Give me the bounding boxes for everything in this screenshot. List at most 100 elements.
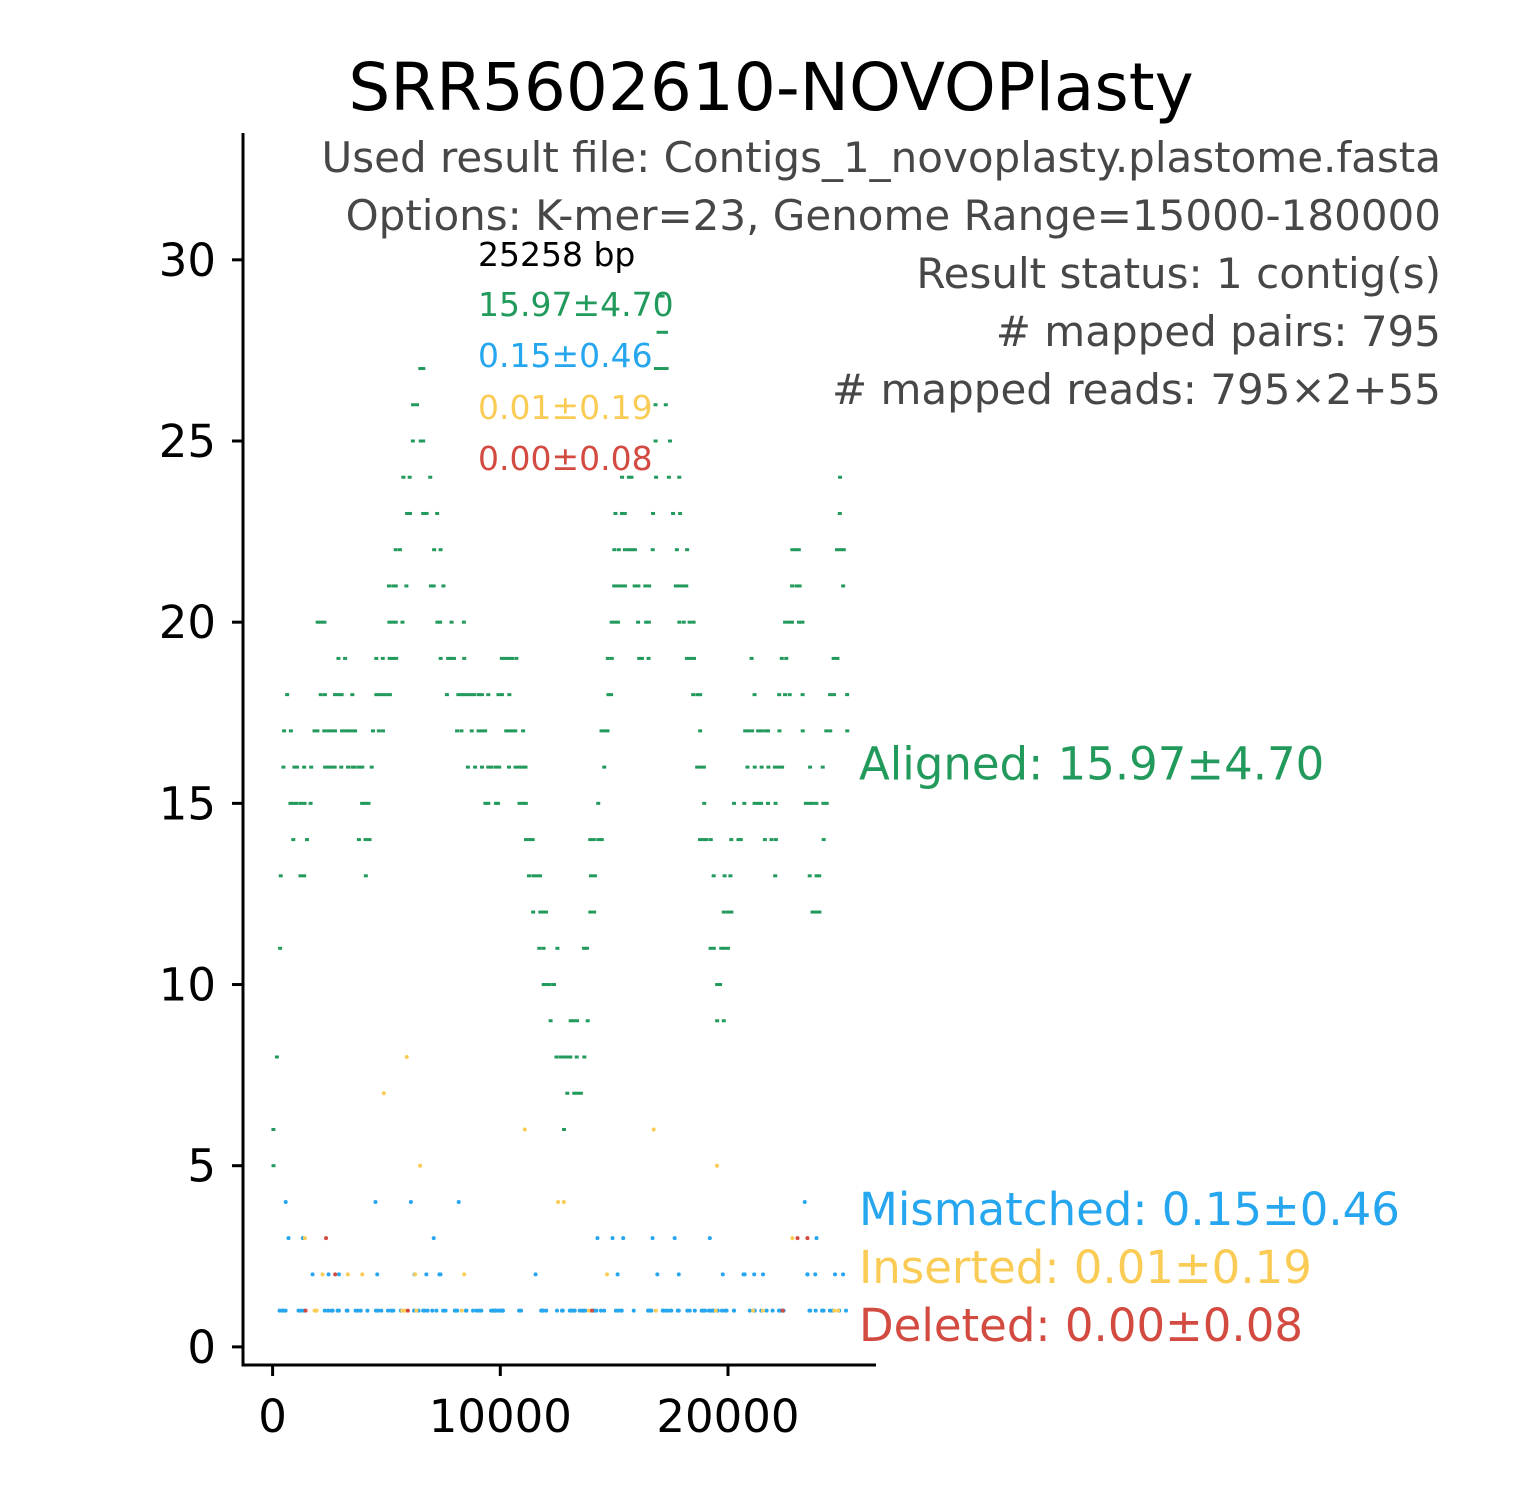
aligned-point [708, 838, 713, 842]
aligned-point [469, 729, 474, 733]
aligned-point [673, 584, 678, 588]
aligned-point [391, 656, 396, 660]
inserted-point [714, 1163, 719, 1168]
aligned-point [784, 656, 789, 660]
aligned-point [616, 620, 621, 624]
mismatched-point [583, 1308, 588, 1313]
aligned-point [562, 1127, 567, 1131]
aligned-point [677, 620, 682, 624]
mismatched-point [820, 1308, 825, 1313]
mismatched-point [764, 1308, 769, 1313]
aligned-point [435, 620, 440, 624]
deleted-point [780, 1308, 785, 1313]
aligned-point [544, 983, 549, 987]
aligned-point [663, 403, 668, 407]
aligned-point [759, 801, 764, 805]
aligned-point [582, 946, 587, 950]
aligned-point [339, 693, 344, 697]
mismatched-point [646, 1308, 651, 1313]
mismatched-point [650, 1236, 655, 1241]
aligned-point [394, 656, 399, 660]
aligned-point [766, 765, 771, 769]
mismatched-point [376, 1308, 381, 1313]
aligned-point [653, 367, 658, 371]
aligned-point [408, 511, 413, 515]
aligned-point [414, 403, 419, 407]
aligned-point [513, 765, 518, 769]
aligned-point [780, 765, 785, 769]
aligned-point [278, 874, 283, 878]
aligned-point [459, 729, 464, 733]
aligned-point [523, 765, 528, 769]
aligned-point [790, 548, 795, 552]
mismatched-point [776, 1308, 781, 1313]
aligned-point [523, 838, 528, 842]
aligned-point [479, 693, 484, 697]
y-tick-label: 0 [187, 1321, 216, 1374]
legend-deleted-label: 0.00±0.08 [478, 439, 653, 478]
aligned-point [541, 946, 546, 950]
aligned-point [558, 1055, 563, 1059]
aligned-point [651, 511, 656, 515]
mismatched-point [687, 1308, 692, 1313]
x-tick-label: 20000 [656, 1390, 799, 1443]
mismatched-point [298, 1308, 303, 1313]
aligned-point [650, 548, 655, 552]
mismatched-point [707, 1236, 712, 1241]
aligned-point [318, 693, 323, 697]
aligned-point [339, 765, 344, 769]
aligned-point [803, 801, 808, 805]
aligned-point [596, 801, 601, 805]
aligned-point [605, 656, 610, 660]
aligned-point [612, 620, 617, 624]
aligned-point [374, 693, 379, 697]
aligned-point [571, 1019, 576, 1023]
aligned-point [329, 729, 334, 733]
aligned-point [622, 548, 627, 552]
aligned-point [612, 584, 617, 588]
mismatched-point [437, 1272, 442, 1277]
aligned-point [787, 693, 792, 697]
aligned-point [629, 475, 634, 479]
aligned-point [291, 838, 296, 842]
aligned-point [514, 656, 519, 660]
info-mapped-pairs: # mapped pairs: 795 [996, 307, 1441, 356]
inserted-point [360, 1272, 365, 1277]
aligned-point [620, 475, 625, 479]
deleted-point [324, 1236, 329, 1241]
mismatched-point [375, 1272, 380, 1277]
aligned-point [821, 838, 826, 842]
mismatched-point [813, 1308, 818, 1313]
aligned-point [632, 584, 637, 588]
aligned-point [800, 693, 805, 697]
inserted-point [312, 1308, 317, 1313]
deleted-summary-label: Deleted: 0.00±0.08 [859, 1299, 1303, 1352]
aligned-point [507, 693, 512, 697]
aligned-point [838, 475, 843, 479]
aligned-point [551, 983, 556, 987]
aligned-point [773, 874, 778, 878]
aligned-point [666, 475, 671, 479]
aligned-point [369, 765, 374, 769]
aligned-point [636, 620, 641, 624]
aligned-point [424, 511, 429, 515]
mismatched-point [519, 1308, 524, 1313]
mismatched-point [615, 1272, 620, 1277]
aligned-point [616, 584, 621, 588]
mismatched-point [761, 1272, 766, 1277]
series-deleted [303, 1236, 810, 1313]
x-tick-label: 10000 [429, 1390, 572, 1443]
aligned-point [616, 548, 621, 552]
aligned-point [715, 983, 720, 987]
y-tick-label: 5 [187, 1140, 216, 1193]
mismatched-point [479, 1308, 484, 1313]
aligned-point [677, 475, 682, 479]
mismatched-point [595, 1236, 600, 1241]
mismatched-point [554, 1308, 559, 1313]
aligned-point [681, 584, 686, 588]
aligned-point [746, 729, 751, 733]
aligned-point [393, 548, 398, 552]
inserted-point [414, 1308, 419, 1313]
aligned-point [363, 874, 368, 878]
